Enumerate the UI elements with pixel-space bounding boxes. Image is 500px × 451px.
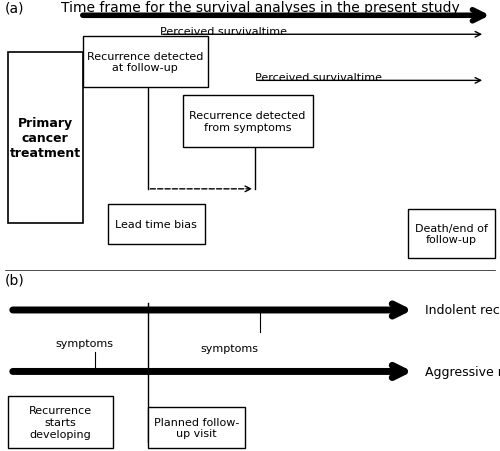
FancyBboxPatch shape bbox=[182, 96, 312, 147]
FancyBboxPatch shape bbox=[108, 204, 205, 245]
Text: Aggressive recurrence: Aggressive recurrence bbox=[425, 365, 500, 378]
FancyBboxPatch shape bbox=[148, 407, 245, 448]
Text: Recurrence
starts
developing: Recurrence starts developing bbox=[28, 405, 92, 439]
Text: Planned follow-
up visit: Planned follow- up visit bbox=[154, 417, 239, 438]
Text: Time frame for the survival analyses in the present study: Time frame for the survival analyses in … bbox=[60, 1, 460, 15]
Text: Lead time bias: Lead time bias bbox=[116, 220, 197, 230]
Text: Perceived survivaltime: Perceived survivaltime bbox=[160, 27, 287, 37]
Text: Primary
cancer
treatment: Primary cancer treatment bbox=[10, 116, 81, 160]
FancyBboxPatch shape bbox=[8, 396, 113, 448]
Text: (a): (a) bbox=[5, 1, 24, 15]
FancyBboxPatch shape bbox=[8, 53, 83, 223]
Text: (b): (b) bbox=[5, 272, 25, 286]
Text: symptoms: symptoms bbox=[55, 338, 113, 348]
Text: Death/end of
follow-up: Death/end of follow-up bbox=[415, 223, 488, 245]
Text: Recurrence detected
at follow-up: Recurrence detected at follow-up bbox=[87, 51, 203, 73]
Text: Perceived survivaltime: Perceived survivaltime bbox=[255, 73, 382, 83]
Text: symptoms: symptoms bbox=[200, 343, 258, 353]
Text: Indolent recurrence: Indolent recurrence bbox=[425, 304, 500, 317]
FancyBboxPatch shape bbox=[408, 210, 495, 258]
Text: Recurrence detected
from symptoms: Recurrence detected from symptoms bbox=[190, 111, 306, 133]
FancyBboxPatch shape bbox=[82, 37, 208, 88]
